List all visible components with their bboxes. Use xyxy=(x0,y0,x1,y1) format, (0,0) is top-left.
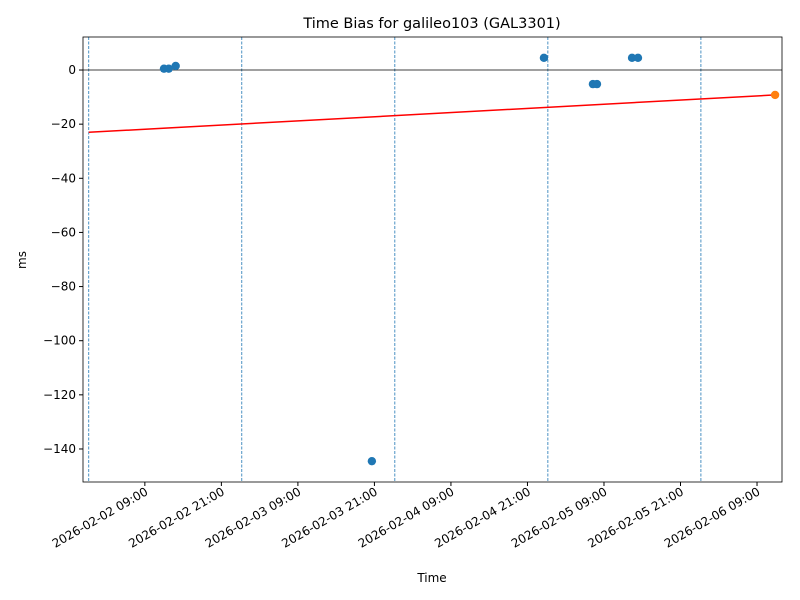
trend-line xyxy=(88,94,776,134)
x-axis-label: Time xyxy=(416,571,446,585)
data-point xyxy=(627,53,637,63)
y-tick-label: −80 xyxy=(51,280,76,294)
y-tick-label: 0 xyxy=(68,63,76,77)
y-tick-label: −20 xyxy=(51,117,76,131)
data-point xyxy=(770,90,780,100)
y-axis-label: ms xyxy=(15,251,29,269)
data-point xyxy=(633,53,643,63)
chart-title: Time Bias for galileo103 (GAL3301) xyxy=(302,16,560,32)
data-point xyxy=(539,53,549,63)
y-tick-label: −60 xyxy=(51,225,76,239)
data-point xyxy=(592,79,602,89)
y-tick-label: −140 xyxy=(43,442,76,456)
y-tick-label: −120 xyxy=(43,388,76,402)
plot-frame xyxy=(82,36,783,483)
y-tick-label: −100 xyxy=(43,334,76,348)
data-point xyxy=(164,64,173,73)
data-point xyxy=(171,61,180,71)
data-point xyxy=(367,456,377,466)
y-tick-label: −40 xyxy=(51,171,76,185)
